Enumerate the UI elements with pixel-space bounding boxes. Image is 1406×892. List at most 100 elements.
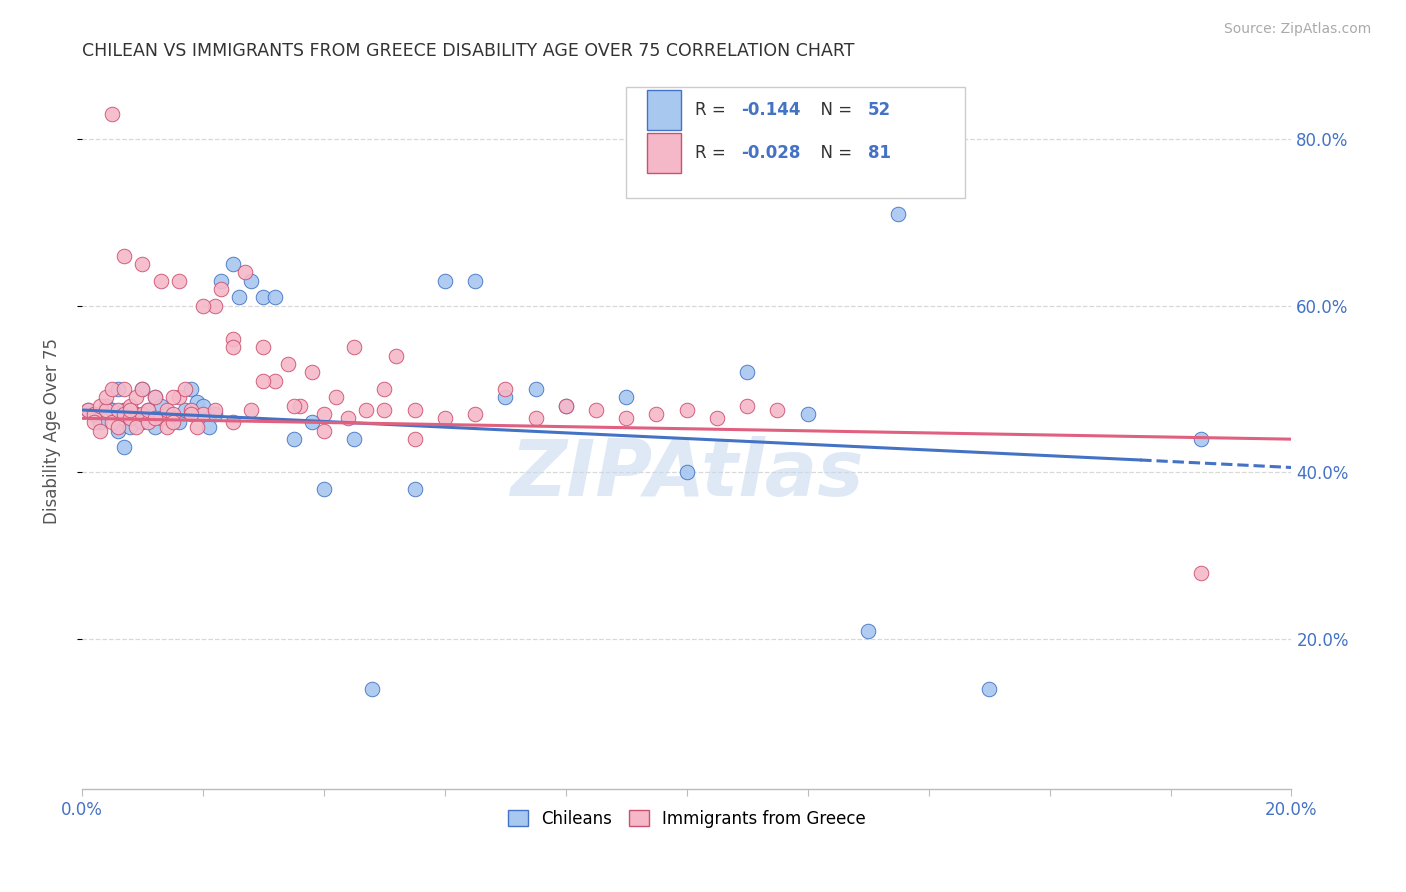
Point: [706, 411, 728, 425]
Point: [735, 399, 758, 413]
Point: [312, 407, 335, 421]
Point: [143, 411, 166, 425]
Point: [156, 419, 179, 434]
Legend: Chileans, Immigrants from Greece: Chileans, Immigrants from Greece: [501, 804, 872, 835]
Point: [204, 403, 226, 417]
Point: [120, 411, 142, 425]
Point: [404, 482, 426, 496]
Point: [209, 274, 232, 288]
Point: [433, 274, 456, 288]
Text: R =: R =: [695, 101, 731, 119]
Point: [191, 299, 214, 313]
Point: [120, 399, 142, 413]
Bar: [647, 134, 681, 173]
Text: N =: N =: [810, 101, 858, 119]
Point: [149, 411, 172, 425]
Point: [143, 391, 166, 405]
Point: [301, 366, 323, 380]
Text: -0.028: -0.028: [741, 145, 800, 162]
Point: [125, 391, 148, 405]
Point: [494, 391, 516, 405]
Point: [325, 391, 347, 405]
Point: [167, 391, 190, 405]
Point: [131, 382, 153, 396]
Point: [361, 682, 384, 697]
Point: [131, 382, 153, 396]
Point: [301, 416, 323, 430]
Point: [191, 399, 214, 413]
Point: [264, 374, 287, 388]
Point: [312, 482, 335, 496]
Point: [554, 399, 576, 413]
Point: [977, 682, 1000, 697]
Point: [264, 290, 287, 304]
Point: [464, 407, 486, 421]
Point: [120, 419, 142, 434]
Point: [228, 290, 250, 304]
Point: [209, 282, 232, 296]
Point: [796, 407, 818, 421]
Y-axis label: Disability Age Over 75: Disability Age Over 75: [44, 338, 60, 524]
Point: [112, 407, 135, 421]
Point: [614, 391, 637, 405]
Point: [186, 419, 208, 434]
Point: [138, 403, 160, 417]
Point: [222, 257, 245, 271]
Point: [94, 399, 117, 413]
Point: [131, 407, 153, 421]
Point: [554, 399, 576, 413]
Point: [89, 416, 111, 430]
Point: [156, 403, 179, 417]
Point: [404, 432, 426, 446]
Point: [138, 403, 160, 417]
Point: [112, 403, 135, 417]
Point: [191, 407, 214, 421]
Point: [101, 416, 124, 430]
Point: [373, 382, 395, 396]
Point: [585, 403, 607, 417]
Point: [101, 403, 124, 417]
Point: [143, 419, 166, 434]
Point: [614, 411, 637, 425]
Text: -0.144: -0.144: [741, 101, 800, 119]
Point: [125, 419, 148, 434]
Point: [186, 394, 208, 409]
Point: [404, 403, 426, 417]
Point: [149, 274, 172, 288]
Point: [252, 374, 274, 388]
Point: [107, 419, 129, 434]
Point: [167, 274, 190, 288]
Point: [173, 382, 195, 396]
Bar: [647, 90, 681, 129]
Point: [173, 403, 195, 417]
Point: [288, 399, 311, 413]
Point: [131, 257, 153, 271]
Point: [240, 403, 263, 417]
Point: [83, 416, 105, 430]
Point: [675, 403, 697, 417]
Point: [354, 403, 377, 417]
Point: [204, 407, 226, 421]
Point: [524, 382, 547, 396]
Point: [77, 403, 100, 417]
Point: [149, 399, 172, 413]
Point: [204, 299, 226, 313]
Point: [735, 366, 758, 380]
Point: [1189, 432, 1212, 446]
Text: ZIPAtlas: ZIPAtlas: [510, 436, 863, 512]
Point: [112, 382, 135, 396]
Point: [645, 407, 668, 421]
Text: N =: N =: [810, 145, 858, 162]
Point: [337, 411, 360, 425]
Point: [433, 411, 456, 425]
Point: [198, 419, 221, 434]
Point: [373, 403, 395, 417]
Point: [112, 441, 135, 455]
Point: [77, 403, 100, 417]
Point: [464, 274, 486, 288]
Point: [162, 411, 184, 425]
Point: [131, 416, 153, 430]
Point: [222, 341, 245, 355]
Point: [180, 403, 202, 417]
Point: [101, 382, 124, 396]
